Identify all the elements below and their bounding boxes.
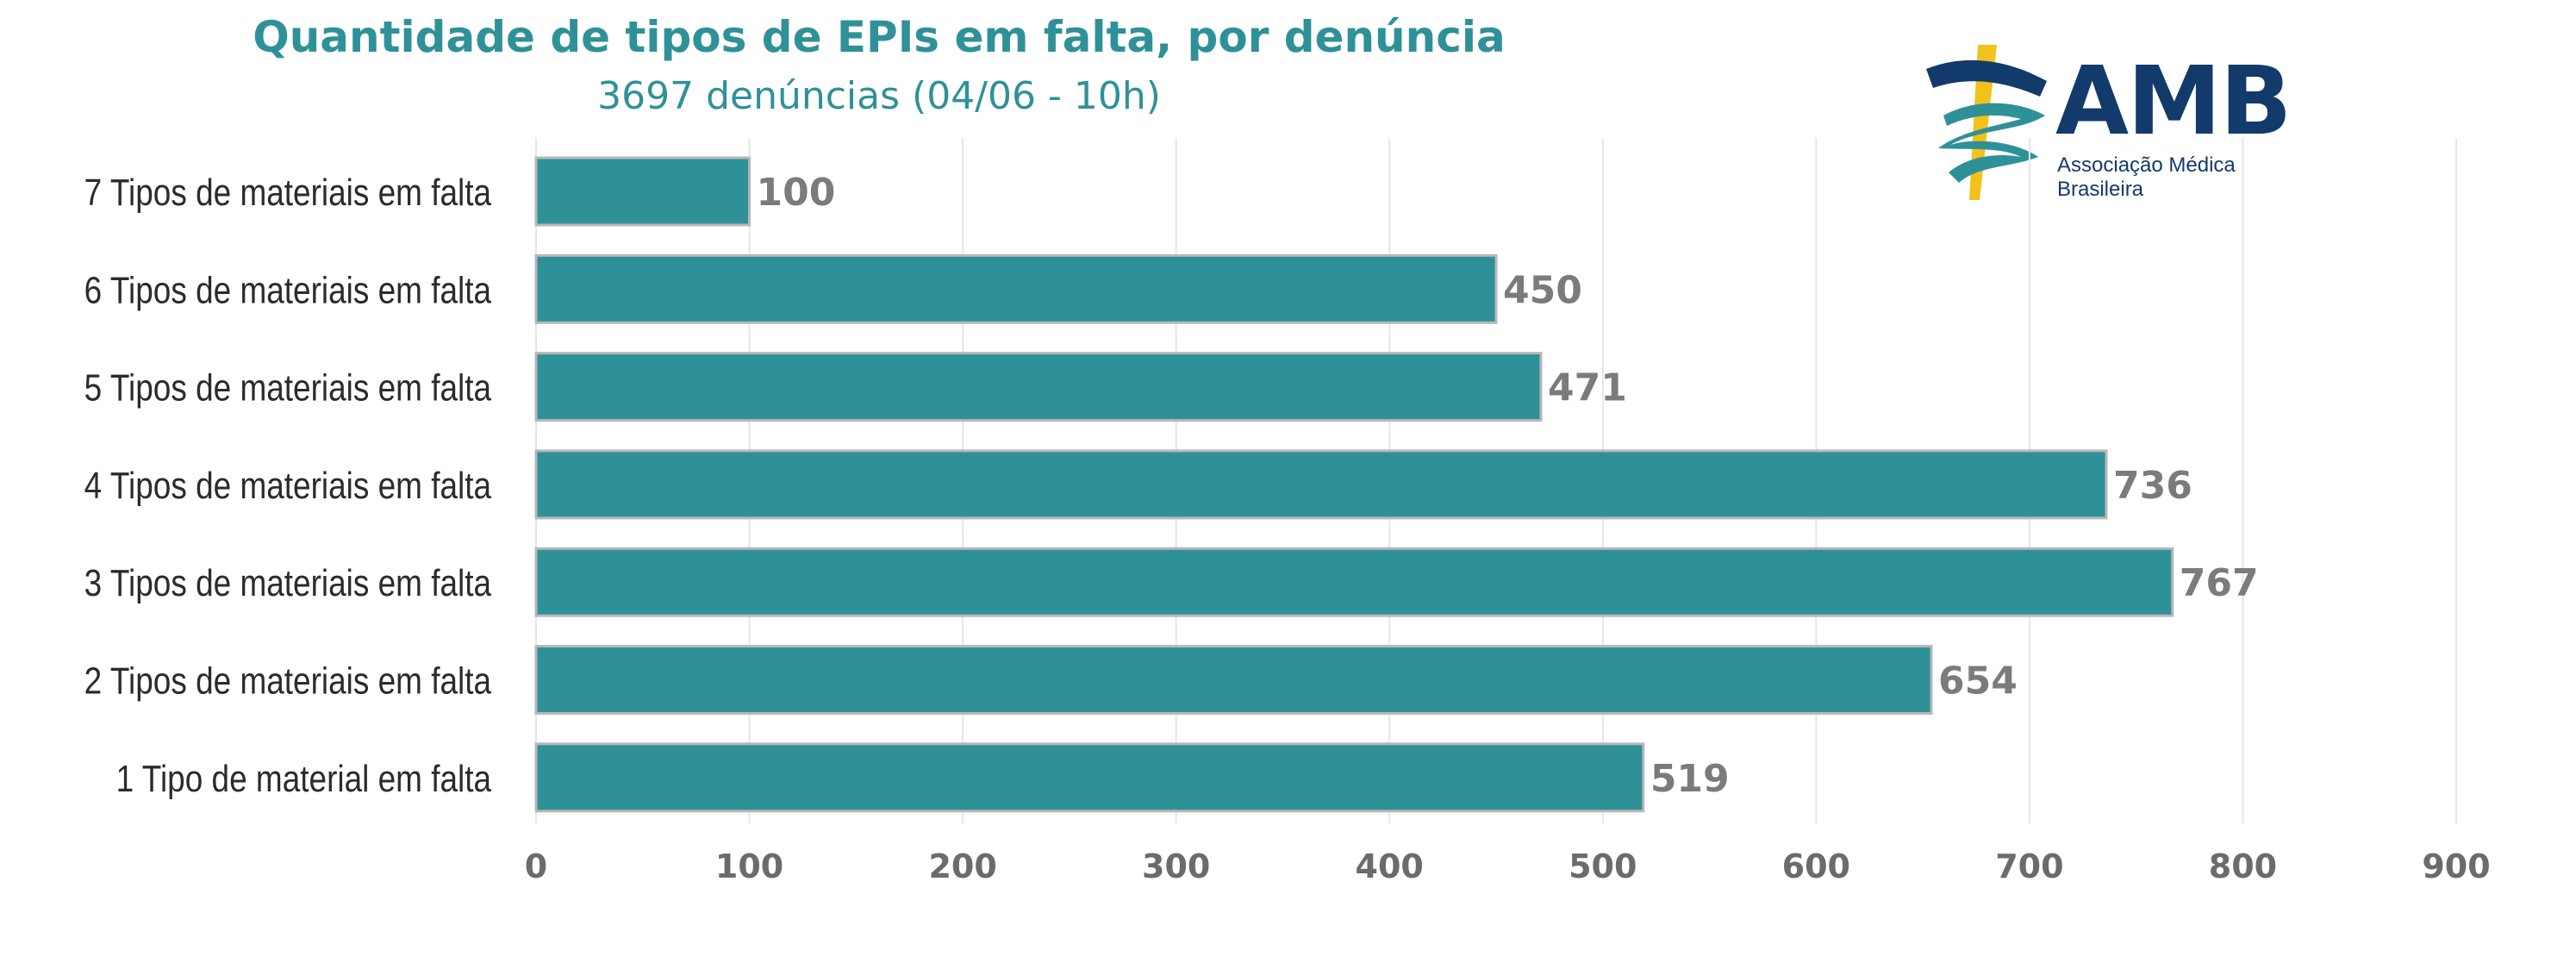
logo-tagline: Associação Médica Brasileira [2057, 153, 2236, 201]
category-label: 5 Tipos de materiais em falta [84, 366, 492, 410]
bar [534, 645, 1933, 715]
category-label: 4 Tipos de materiais em falta [84, 464, 492, 507]
x-tick-label: 100 [715, 847, 783, 885]
x-tick-label: 500 [1569, 847, 1637, 885]
x-tick-label: 800 [2209, 847, 2277, 885]
category-label: 6 Tipos de materiais em falta [84, 268, 492, 311]
x-tick-label: 900 [2422, 847, 2490, 885]
value-label: 767 [2180, 561, 2259, 605]
x-tick-label: 300 [1142, 847, 1210, 885]
chart-title: Quantidade de tipos de EPIs em falta, po… [253, 12, 1506, 62]
logo-wordmark: AMB [2055, 46, 2292, 156]
x-tick-label: 700 [1995, 847, 2063, 885]
bar [534, 547, 2174, 617]
value-label: 471 [1548, 366, 1627, 410]
category-label: 3 Tipos de materiais em falta [84, 561, 492, 604]
value-label: 736 [2113, 464, 2192, 508]
x-tick-label: 400 [1356, 847, 1424, 885]
value-label: 654 [1938, 660, 2018, 703]
chart-subtitle: 3697 denúncias (04/06 - 10h) [597, 74, 1161, 118]
value-label: 519 [1650, 757, 1730, 801]
bar [534, 352, 1543, 422]
caduceus-icon [1926, 45, 2047, 200]
bar [534, 742, 1645, 813]
x-tick-label: 0 [525, 847, 547, 885]
x-tick-label: 600 [1782, 847, 1850, 885]
value-label: 100 [757, 171, 836, 215]
category-label: 1 Tipo de material em falta [116, 757, 492, 800]
amb-logo: AMB Associação Médica Brasileira [1918, 36, 2305, 209]
category-label: 2 Tipos de materiais em falta [84, 659, 492, 702]
bar [534, 156, 752, 227]
category-label: 7 Tipos de materiais em falta [84, 171, 492, 214]
bar [534, 449, 2108, 520]
bar [534, 253, 1498, 324]
x-tick-label: 200 [928, 847, 996, 885]
value-label: 450 [1503, 268, 1582, 312]
